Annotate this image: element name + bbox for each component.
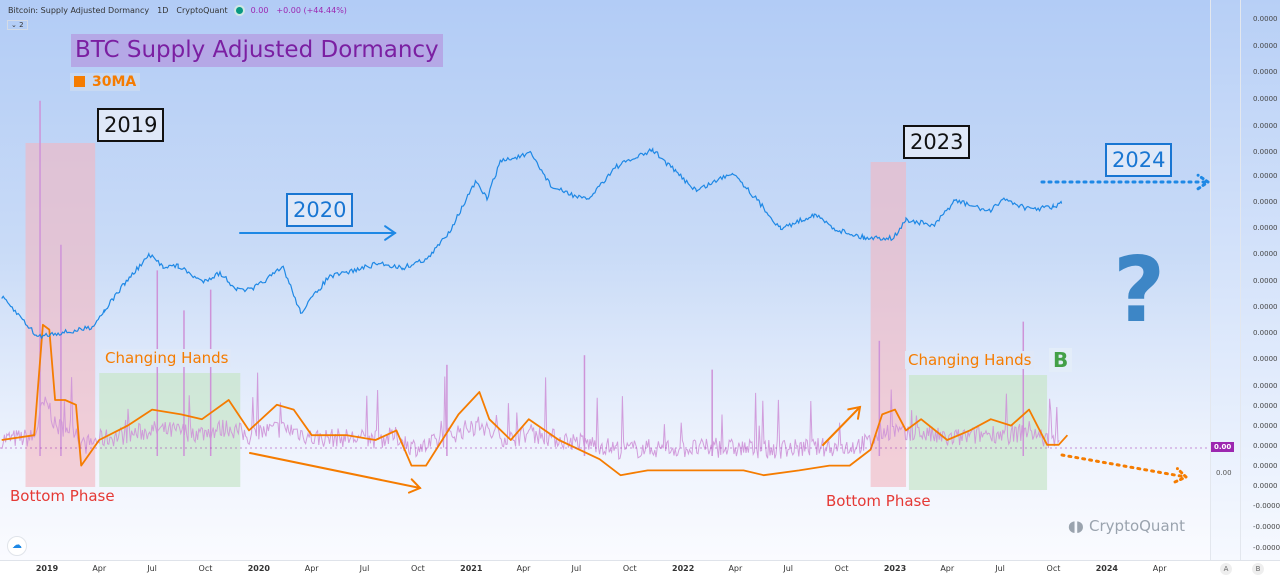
- x-tick-label: Oct: [1046, 564, 1061, 573]
- legend-label: 30MA: [92, 74, 137, 90]
- interval: 1D: [157, 6, 169, 15]
- arrow-2020-head: [384, 225, 397, 241]
- price-line: [1, 147, 1063, 340]
- y-tick-label: 0.0000: [1253, 148, 1278, 156]
- collapse-button[interactable]: ⌄ 2: [7, 20, 28, 30]
- x-tick-label: 2019: [35, 564, 59, 573]
- cloud-icon[interactable]: ☁: [7, 536, 27, 556]
- indicator-change: +0.00 (+44.44%): [276, 6, 347, 15]
- x-tick-label: Apr: [92, 564, 107, 573]
- cryptoquant-logo-icon: ◖◗: [1068, 517, 1090, 535]
- x-tick-label: Jul: [147, 564, 157, 573]
- last-value-badge: 0.00: [1211, 442, 1235, 452]
- x-tick-label: Apr: [304, 564, 319, 573]
- y-tick-label: 0.0000: [1253, 68, 1278, 76]
- y-tick-label: 0.0000: [1253, 482, 1278, 490]
- y-tick-label: -0.0000: [1253, 502, 1280, 510]
- scale-a-button[interactable]: A: [1220, 563, 1232, 575]
- time-axis[interactable]: 2019 Apr Jul Oct 2020 Apr Jul Oct 2021 Apr Jul Oct 2…: [0, 560, 1280, 578]
- legend-30ma: 30MA: [70, 73, 141, 91]
- y-tick-label: 0.0000: [1253, 442, 1278, 450]
- arrow-up-trend-head: [847, 405, 862, 420]
- price-scale-b[interactable]: [1240, 0, 1280, 560]
- x-tick-label: Oct: [622, 564, 637, 573]
- changing-hands-label-2: Changing Hands: [905, 351, 1035, 369]
- chevron-down-icon: ⌄: [11, 21, 20, 29]
- price-scale-a[interactable]: [1210, 0, 1240, 560]
- changing-hands-label-1: Changing Hands: [102, 349, 232, 367]
- x-tick-label: 2020: [247, 564, 270, 573]
- x-tick-label: 2022: [672, 564, 695, 573]
- y-tick-label: 0.0000: [1253, 402, 1278, 410]
- x-tick-label: Oct: [410, 564, 425, 573]
- chart-title: BTC Supply Adjusted Dormancy: [71, 34, 443, 67]
- indicator-name[interactable]: Bitcoin: Supply Adjusted Dormancy: [8, 6, 150, 15]
- x-tick-label: 2024: [1095, 564, 1118, 573]
- x-tick-label: 2021: [460, 564, 483, 573]
- x-tick-label: Oct: [198, 564, 213, 573]
- y-tick-label: 0.0000: [1253, 42, 1278, 50]
- y-tick-label: 0.0000: [1253, 329, 1278, 337]
- bottom-phase-label-2: Bottom Phase: [826, 492, 931, 510]
- x-tick-label: Apr: [1152, 564, 1167, 573]
- arrow-down-trend-head: [407, 478, 422, 494]
- dormancy-line: [1, 372, 1060, 460]
- label-2024: 2024: [1105, 143, 1173, 177]
- y-tick-label: 0.0000: [1253, 422, 1278, 430]
- y-tick-label: 0.0000: [1253, 355, 1278, 363]
- y-tick-label: 0.0000: [1253, 172, 1278, 180]
- y-tick-label: 0.0000: [1253, 303, 1278, 311]
- y-tick-label: 0.0000: [1253, 224, 1278, 232]
- x-tick-label: Oct: [834, 564, 849, 573]
- x-tick-label: 2023: [883, 564, 907, 573]
- label-2023: 2023: [903, 125, 971, 159]
- status-dot-icon: [235, 7, 243, 14]
- y-tick-label: 0.0000: [1253, 462, 1278, 470]
- collapse-count: 2: [19, 21, 24, 29]
- y-tick-label: 0.0000: [1253, 15, 1278, 23]
- y-tick-label: -0.0000: [1253, 544, 1280, 552]
- dotted-arrow-2024-head: [1196, 173, 1210, 191]
- dotted-arrow-dormancy-head: [1173, 467, 1189, 484]
- label-2019: 2019: [97, 108, 165, 142]
- arrow-up-trend: [822, 406, 861, 446]
- indicator-header: Bitcoin: Supply Adjusted Dormancy 1D Cry…: [8, 6, 347, 15]
- y-tick-label: 0.0000: [1253, 95, 1278, 103]
- y-tick-label: 0.0000: [1253, 382, 1278, 390]
- x-tick-label: Jul: [571, 564, 582, 573]
- x-tick-label: Jul: [783, 564, 794, 573]
- scale-b-button[interactable]: B: [1252, 563, 1264, 575]
- x-tick-label: Jul: [359, 564, 370, 573]
- legend-swatch-icon: [74, 76, 85, 87]
- ma30-line: [1, 323, 1069, 477]
- watermark: ◖◗ CryptoQuant: [1068, 517, 1186, 535]
- chart-canvas: [0, 100, 1210, 494]
- b-label: B: [1049, 348, 1073, 372]
- x-tick-label: Jul: [995, 564, 1005, 573]
- source: CryptoQuant: [176, 6, 228, 15]
- label-2020: 2020: [286, 193, 354, 227]
- question-mark-icon: ?: [1113, 238, 1166, 343]
- y-tick-label: 0.0000: [1253, 250, 1278, 258]
- x-tick-label: Apr: [940, 564, 955, 573]
- bottom-phase-label-1: Bottom Phase: [10, 487, 115, 505]
- indicator-value: 0.00: [250, 6, 269, 15]
- y-tick-label: 0.0000: [1253, 198, 1278, 206]
- arrow-down-trend: [249, 452, 421, 489]
- x-tick-label: Apr: [728, 564, 743, 573]
- dotted-arrow-dormancy: [1060, 453, 1188, 479]
- y-tick-label: -0.0000: [1253, 523, 1280, 531]
- secondary-value: 0.00: [1216, 469, 1232, 477]
- x-tick-label: Apr: [516, 564, 531, 573]
- y-tick-label: 0.0000: [1253, 122, 1278, 130]
- y-tick-label: 0.0000: [1253, 277, 1278, 285]
